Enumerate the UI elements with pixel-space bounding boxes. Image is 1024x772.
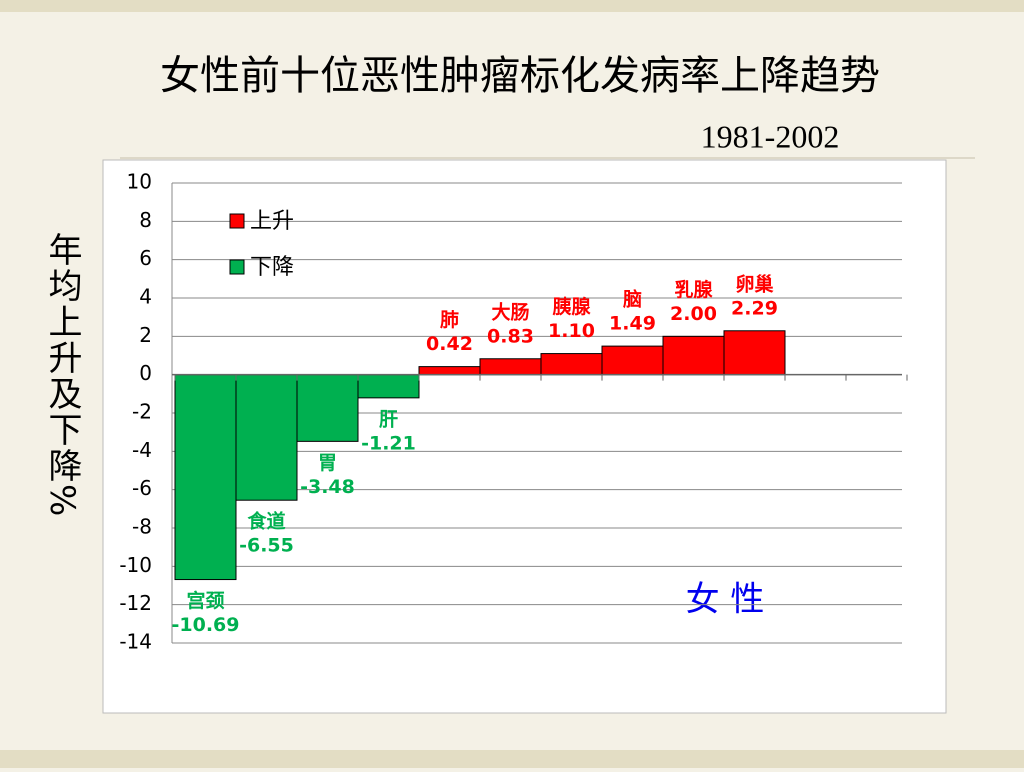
bar <box>296 374 359 442</box>
chart-subtitle: 1981-2002 <box>701 118 840 154</box>
bar <box>601 345 664 376</box>
legend-label: 上升 <box>250 209 294 234</box>
data-label: -1.21 <box>361 432 416 454</box>
legend-swatch <box>229 213 245 229</box>
legend-swatch <box>229 259 245 275</box>
y-tick-label: -12 <box>119 591 152 615</box>
data-label: -6.55 <box>239 535 294 557</box>
y-tick-label: -4 <box>132 438 152 462</box>
data-label: 2.29 <box>731 297 778 319</box>
y-tick-label: -10 <box>119 553 152 577</box>
legend-label: 下降 <box>250 255 294 280</box>
data-label: 0.83 <box>487 325 534 347</box>
y-tick-label: 10 <box>127 170 152 194</box>
bar <box>418 366 481 376</box>
category-label: 肺 <box>440 309 459 331</box>
category-label: 卵巢 <box>735 272 774 295</box>
bar <box>235 374 298 501</box>
bar <box>357 374 420 399</box>
bar <box>479 358 542 376</box>
bar <box>540 353 603 376</box>
bar <box>723 330 786 376</box>
data-label: 1.10 <box>548 320 595 342</box>
bar <box>662 335 725 376</box>
y-tick-label: 0 <box>139 361 152 385</box>
y-tick-label: -8 <box>132 515 152 539</box>
bar <box>174 374 237 581</box>
y-tick-label: -2 <box>132 400 152 424</box>
y-tick-label: 8 <box>139 208 152 232</box>
data-label: 0.42 <box>426 333 473 355</box>
y-tick-label: 4 <box>139 285 152 309</box>
top-band <box>0 0 1024 12</box>
category-label: 大肠 <box>491 300 529 323</box>
category-label: 宫颈 <box>186 589 224 612</box>
category-label: 胃 <box>318 452 337 474</box>
y-tick-label: 2 <box>139 323 152 347</box>
data-label: 1.49 <box>609 313 656 335</box>
category-label: 肝 <box>379 408 398 430</box>
y-tick-label: 6 <box>139 246 152 270</box>
data-label: -10.69 <box>172 614 240 636</box>
category-label: 胰腺 <box>551 295 591 318</box>
data-label: -3.48 <box>300 476 355 498</box>
annotation: 女 性 <box>686 580 765 620</box>
category-label: 乳腺 <box>674 278 713 301</box>
category-label: 食道 <box>247 510 285 533</box>
data-label: 2.00 <box>670 303 717 325</box>
y-axis-label: 年均上升及下降% <box>42 232 82 519</box>
bottom-band <box>0 750 1024 768</box>
y-tick-label: -6 <box>132 476 152 500</box>
y-tick-label: -14 <box>119 630 152 654</box>
chart-title: 女性前十位恶性肿瘤标化发病率上降趋势 <box>160 53 880 99</box>
category-label: 脑 <box>622 288 642 311</box>
